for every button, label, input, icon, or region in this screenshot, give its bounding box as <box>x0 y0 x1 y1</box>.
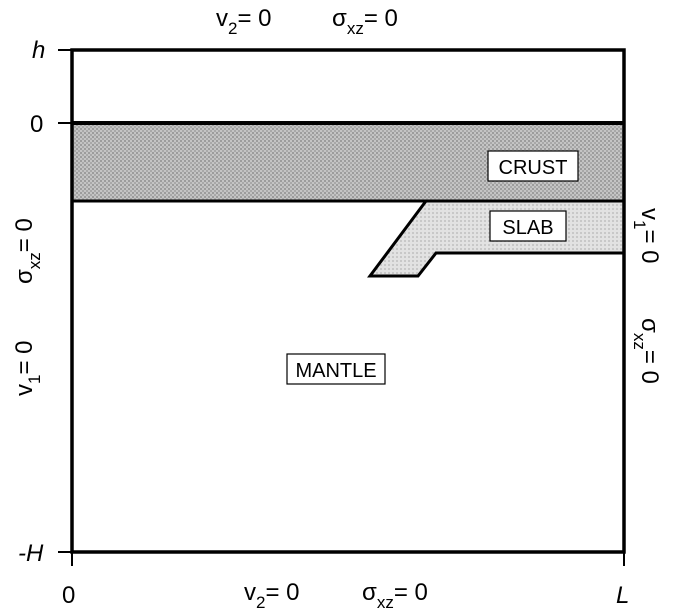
bc-bottom-stress: σxz= 0 <box>362 579 428 612</box>
label-x-l: L <box>616 582 629 609</box>
label-h: h <box>32 37 45 64</box>
bc-bottom-velocity: v2= 0 <box>244 579 300 612</box>
bc-right-velocity: v1= 0 <box>630 208 663 264</box>
domain-boundary <box>70 48 626 554</box>
crust-label: CRUST <box>499 157 568 179</box>
mantle-label-box <box>286 353 386 385</box>
slab-label-box <box>489 210 567 242</box>
label-zero-depth: 0 <box>30 111 43 138</box>
bc-left-velocity: v1= 0 <box>11 341 44 397</box>
slab-label: SLAB <box>502 217 553 239</box>
bc-left-stress: σxz= 0 <box>11 218 44 284</box>
label-minus-h: -H <box>18 540 44 567</box>
mantle-label: MANTLE <box>295 360 376 382</box>
crust-label-box <box>487 150 579 182</box>
bc-top-velocity: v2= 0 <box>216 5 272 38</box>
label-x-zero: 0 <box>62 582 75 609</box>
bc-top-stress: σxz= 0 <box>332 5 398 38</box>
bc-right-stress: σxz= 0 <box>630 318 663 384</box>
